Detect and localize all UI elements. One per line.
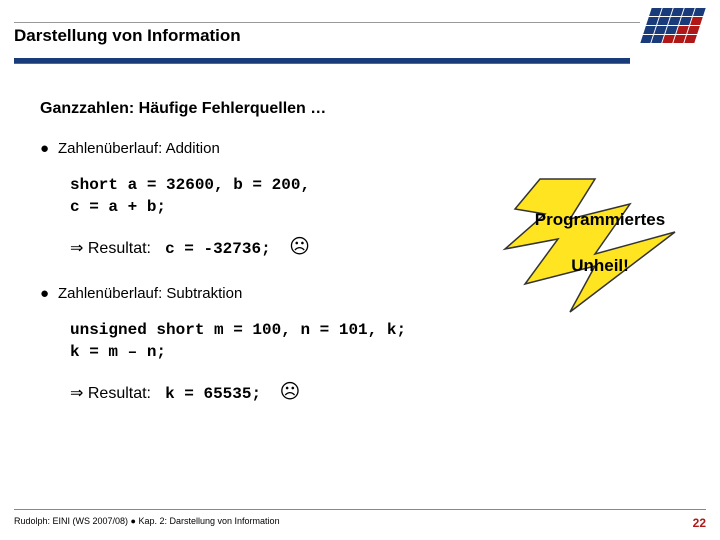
sad-face-icon: ☹: [280, 381, 301, 403]
result-subtraction-value: k = 65535;: [165, 385, 261, 403]
slide-header: Darstellung von Information: [0, 0, 720, 56]
arrow-icon: ⇒: [70, 385, 83, 402]
slide-footer: Rudolph: EINI (WS 2007/08) ● Kap. 2: Dar…: [14, 509, 706, 530]
content-subtitle: Ganzzahlen: Häufige Fehlerquellen …: [40, 100, 680, 118]
code-subtraction: unsigned short m = 100, n = 101, k; k = …: [70, 320, 680, 363]
slide-title: Darstellung von Information: [14, 26, 700, 50]
sad-face-icon: ☹: [289, 236, 310, 258]
callout-line1: Programmiertes: [500, 210, 700, 230]
result-subtraction-label: Resultat:: [88, 385, 151, 402]
code-subtraction-line2: k = m – n;: [70, 342, 680, 364]
page-number: 22: [693, 516, 706, 530]
footer-left: Rudolph: EINI (WS 2007/08) ● Kap. 2: Dar…: [14, 516, 280, 530]
slide-content: Ganzzahlen: Häufige Fehlerquellen … ●Zah…: [0, 64, 720, 404]
result-addition-label: Resultat:: [88, 240, 151, 257]
callout-box: Programmiertes Unheil!: [500, 174, 700, 314]
result-subtraction: ⇒ Resultat: k = 65535; ☹: [70, 379, 680, 404]
bullet-subtraction-text: Zahlenüberlauf: Subtraktion: [58, 285, 242, 302]
result-addition-value: c = -32736;: [165, 240, 271, 258]
lightning-icon: [500, 174, 700, 314]
bullet-addition-text: Zahlenüberlauf: Addition: [58, 140, 220, 157]
arrow-icon: ⇒: [70, 240, 83, 257]
code-subtraction-line1: unsigned short m = 100, n = 101, k;: [70, 320, 680, 342]
bullet-addition: ●Zahlenüberlauf: Addition: [40, 140, 680, 157]
callout-line2: Unheil!: [500, 256, 700, 276]
